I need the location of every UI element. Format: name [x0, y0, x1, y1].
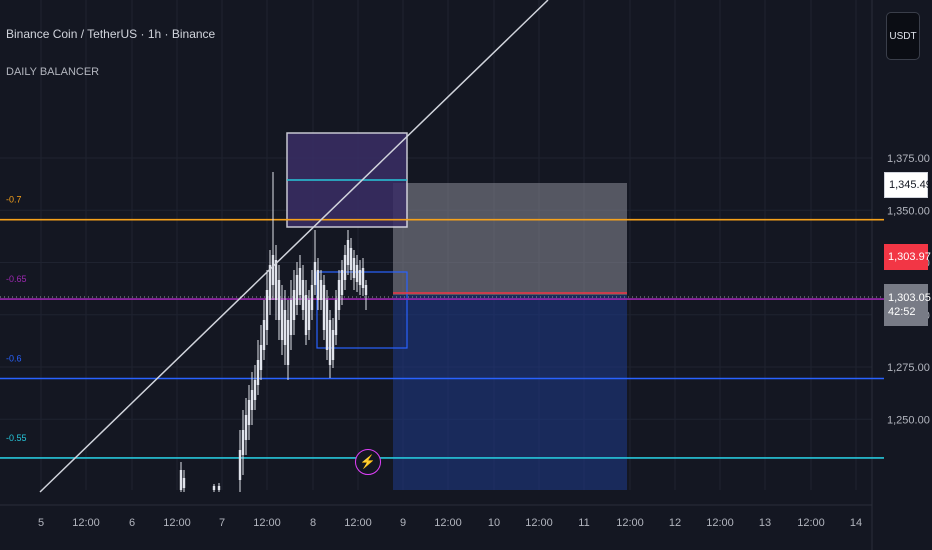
candle-body [307, 300, 311, 330]
time-axis-label: 12:00 [797, 517, 825, 529]
time-axis-label: 10 [488, 517, 500, 529]
candle-body [319, 280, 323, 300]
bar-countdown: 42:52 [888, 306, 916, 318]
candle-body [364, 285, 368, 295]
time-axis-label: 9 [400, 517, 406, 529]
candle-body [179, 470, 183, 490]
lightning-bolt-icon[interactable]: ⚡ [355, 449, 381, 475]
time-axis: 5 12:00 6 12:00 7 12:00 8 12:00 9 12:00 10 12:00 11 1… [38, 517, 862, 529]
level-label: -0.65 [6, 274, 27, 284]
candle-body [286, 320, 290, 365]
candles [179, 172, 368, 492]
trend-line [39, 0, 549, 493]
candle-body [182, 478, 186, 488]
candle-body [358, 270, 362, 285]
candle-body [295, 275, 299, 305]
candle-body [280, 300, 284, 340]
candle-body [322, 285, 326, 330]
time-axis-label: 14 [850, 517, 862, 529]
candle-body [334, 300, 338, 335]
candle-body [217, 486, 221, 490]
candle-body [268, 265, 272, 300]
candle-body [343, 255, 347, 280]
time-axis-label: 12 [669, 517, 681, 529]
time-axis-label: 8 [310, 517, 316, 529]
candle-body [250, 390, 254, 410]
candle-body [238, 450, 242, 480]
chart-zones [286, 132, 627, 490]
candle-body [310, 285, 314, 310]
candle-body [355, 265, 359, 282]
candle-body [244, 415, 248, 440]
chart-overlays [39, 0, 549, 493]
candle-body [340, 270, 344, 295]
time-axis-label: 11 [578, 517, 589, 529]
candle-body [325, 300, 329, 350]
price-scale-label: 1,250.00 [887, 414, 930, 426]
candle-body [256, 360, 260, 385]
price-tag-red: 1,303.97 [884, 244, 931, 270]
indicator-name[interactable]: DAILY BALANCER [6, 66, 100, 78]
candle-body [346, 240, 350, 265]
candle-body [298, 268, 302, 295]
candle-body [316, 270, 320, 300]
candle-body [265, 290, 269, 330]
candle-body [349, 248, 353, 270]
price-scale-label: 1,375.00 [887, 153, 930, 165]
currency-button[interactable]: USDT [886, 12, 920, 60]
price-tag-current: 1,303.05 42:52 [884, 284, 931, 326]
candle-body [331, 330, 335, 360]
time-axis-label: 12:00 [253, 517, 281, 529]
candle-body [247, 400, 251, 425]
candle-body [274, 260, 278, 300]
time-axis-label: 7 [219, 517, 225, 529]
time-axis-label: 12:00 [434, 517, 462, 529]
stop-zone [393, 183, 627, 295]
time-axis-label: 12:00 [344, 517, 372, 529]
level-label: -0.6 [6, 353, 22, 363]
time-axis-label: 13 [759, 517, 771, 529]
candle-body [283, 310, 287, 345]
price-scale-label: 1,275.00 [887, 362, 930, 374]
candle-body [289, 300, 293, 335]
candle-body [271, 255, 275, 285]
candle-body [352, 258, 356, 278]
candle-body [262, 320, 266, 350]
candle-body [212, 486, 216, 490]
time-axis-label: 12:00 [72, 517, 100, 529]
candle-body [277, 280, 281, 320]
candle-body [259, 345, 263, 370]
candle-body [292, 290, 296, 320]
candle-body [337, 280, 341, 310]
price-tag-high: 1,345.49 [884, 172, 932, 198]
current-price: 1,303.05 [888, 292, 931, 304]
candle-body [304, 295, 308, 335]
candle-body [301, 280, 305, 310]
time-axis-label: 5 [38, 517, 44, 529]
level-lines: -0.7 -0.65 -0.6 -0.55 [0, 195, 884, 459]
candle-body [253, 380, 257, 400]
candle-body [328, 320, 332, 365]
candle-body [361, 268, 365, 288]
candle-body [241, 430, 245, 455]
time-axis-label: 12:00 [163, 517, 191, 529]
symbol-title[interactable]: Binance Coin / TetherUS · 1h · Binance [6, 27, 216, 41]
time-axis-label: 6 [129, 517, 135, 529]
candle-body [313, 262, 317, 285]
time-axis-label: 12:00 [706, 517, 734, 529]
time-axis-label: 12:00 [525, 517, 553, 529]
level-label: -0.7 [6, 195, 22, 205]
time-axis-label: 12:00 [616, 517, 644, 529]
target-zone [393, 295, 627, 490]
level-label: -0.55 [6, 433, 27, 443]
price-scale-label: 1,350.00 [887, 205, 930, 217]
